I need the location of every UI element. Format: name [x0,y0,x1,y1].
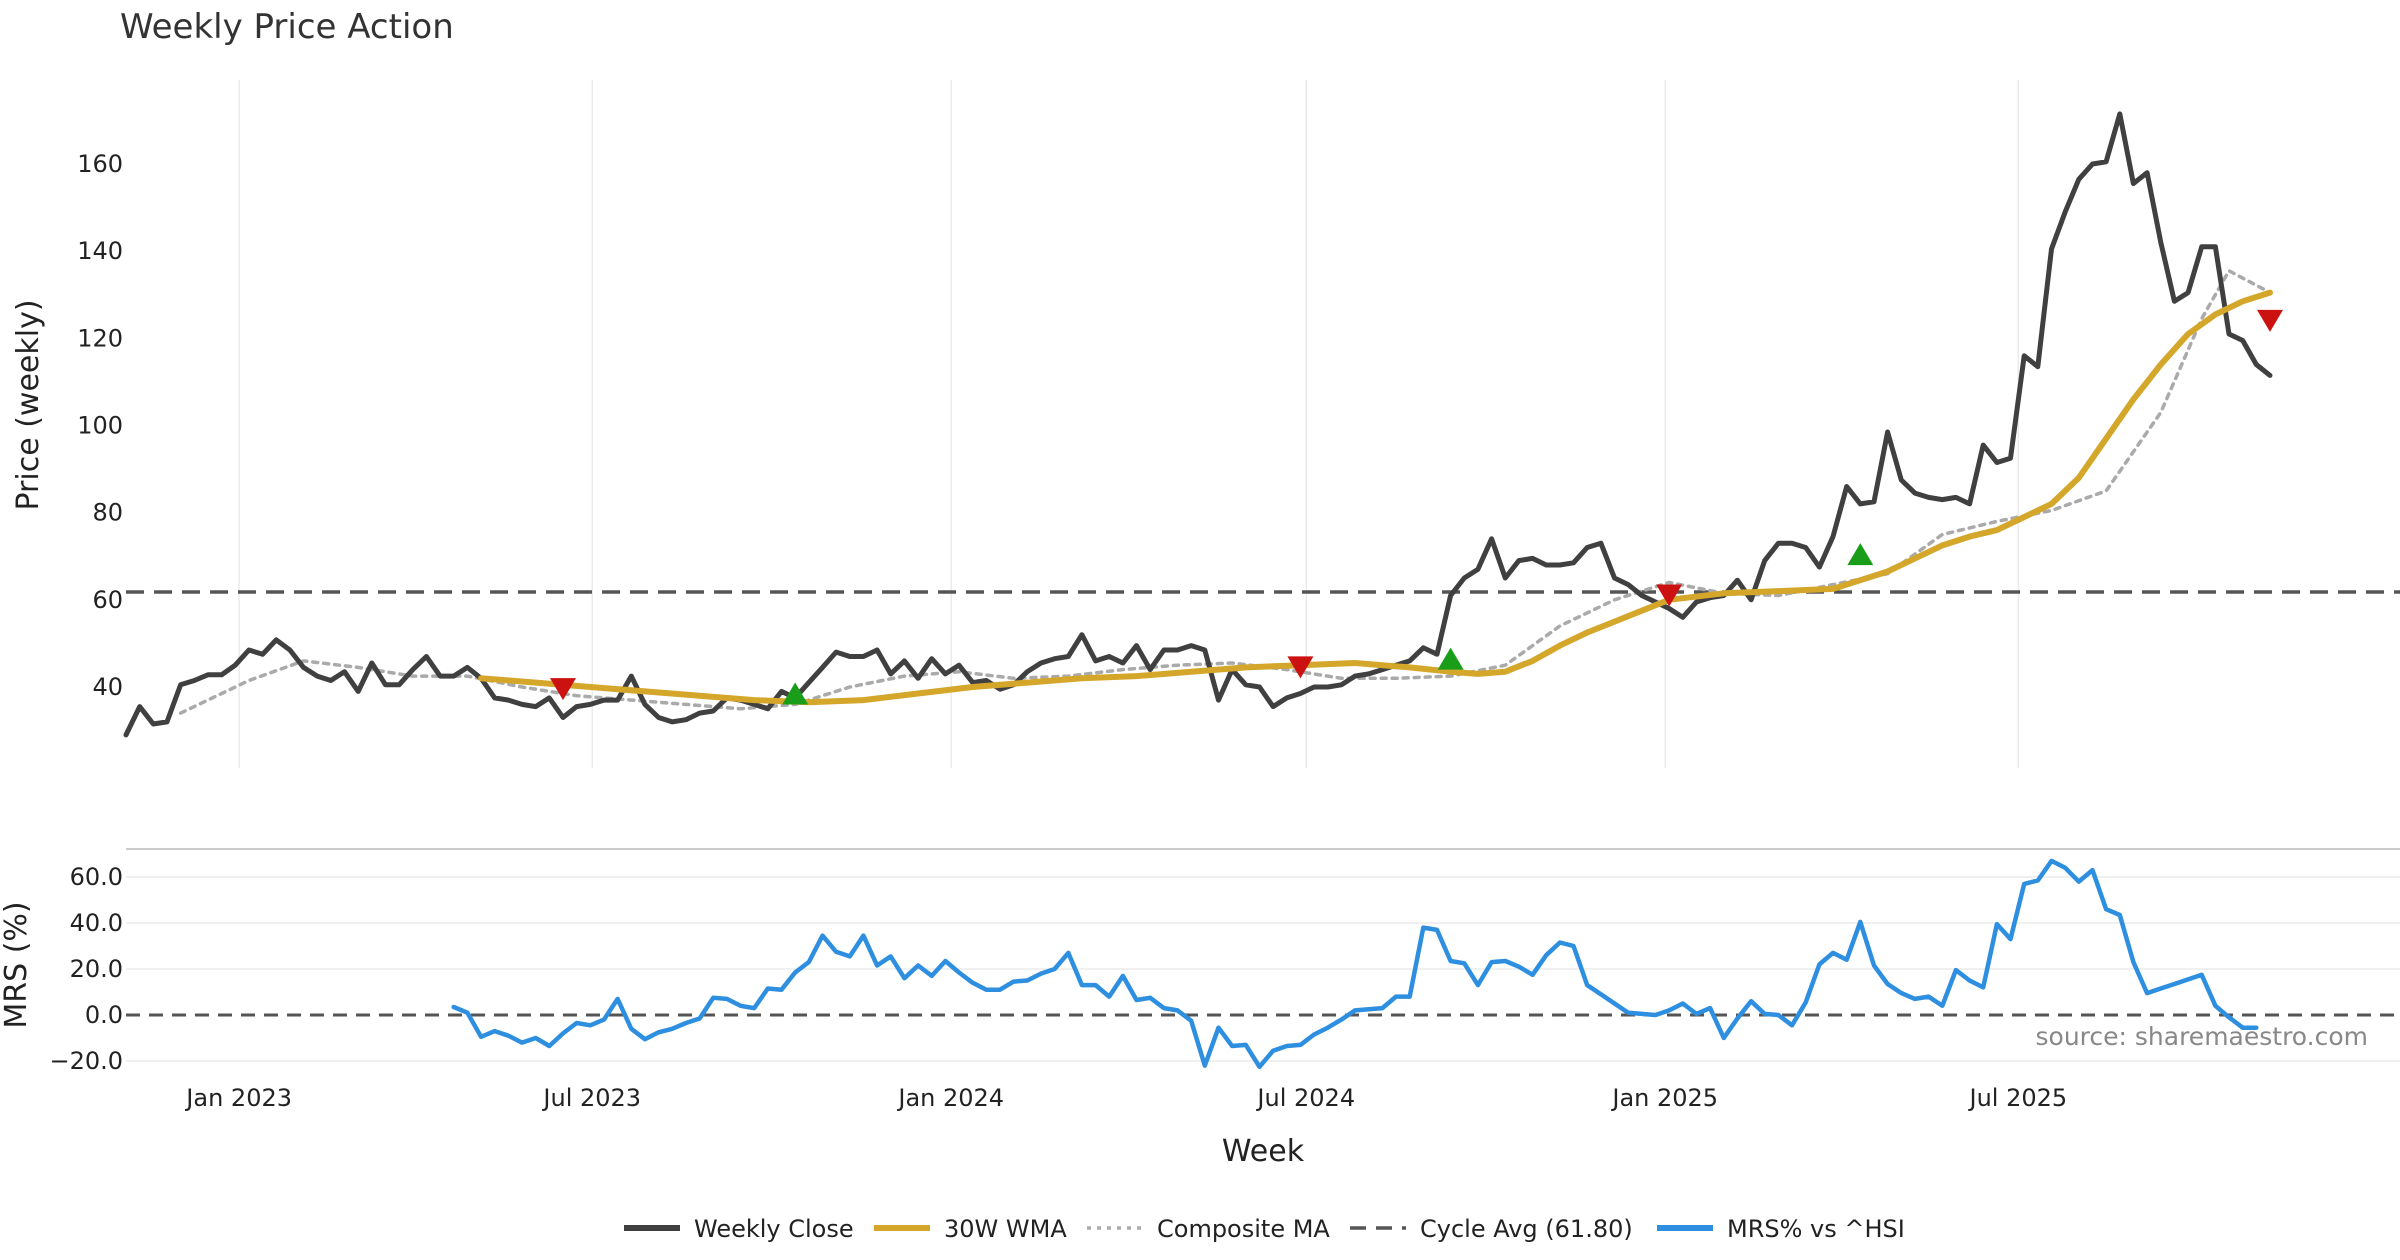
price-y-tick-label: 60 [92,586,123,614]
signal-markers-layer [549,309,2283,705]
legend-label: 30W WMA [944,1215,1067,1243]
sell-signal-marker [1287,656,1314,679]
sell-signal-marker [1656,584,1683,607]
sell-signal-marker [2257,309,2283,332]
sell-signal-marker [549,678,576,701]
price-y-tick-label: 120 [77,324,123,352]
x-tick-label: Jul 2023 [541,1084,641,1112]
price-y-axis: 40 60 80 100 120 140 160 [77,150,123,701]
mrs-y-tick-label: 20.0 [70,955,123,983]
composite-ma-line [178,269,2272,715]
x-axis-label: Week [1222,1134,1305,1169]
weekly-close-line [123,111,2273,738]
mrs-line [451,858,2259,1070]
price-y-tick-label: 40 [92,673,123,701]
legend-label: Weekly Close [694,1215,854,1243]
chart-title: Weekly Price Action [120,7,454,47]
source-label: source: sharemaestro.com [2036,1022,2369,1051]
price-series-layer [123,111,2273,738]
price-y-tick-label: 100 [77,412,123,440]
price-y-tick-label: 140 [77,237,123,265]
legend-label: Cycle Avg (61.80) [1420,1215,1633,1243]
x-tick-label: Jan 2024 [896,1084,1004,1112]
mrs-y-axis-label: MRS (%) [0,901,34,1028]
buy-signal-marker [782,682,809,705]
legend-label: Composite MA [1157,1215,1330,1243]
mrs-y-tick-label: 0.0 [85,1001,123,1029]
legend: Weekly Close 30W WMA Composite MA Cycle Avg… [624,1215,1905,1243]
mrs-y-tick-label: −20.0 [49,1047,123,1075]
price-y-axis-label: Price (weekly) [11,299,46,510]
price-y-tick-label: 80 [92,499,123,527]
buy-signal-marker [1437,647,1464,670]
legend-label: MRS% vs ^HSI [1727,1215,1905,1243]
buy-signal-marker [1847,543,1874,566]
mrs-y-tick-label: 60.0 [70,863,123,891]
mrs-panel: 60.0 40.0 20.0 0.0 −20.0 [49,848,2400,1075]
x-tick-label: Jul 2025 [1968,1084,2068,1112]
x-axis: Jan 2023 Jul 2023 Jan 2024 Jul 2024 Jan 2025… [184,1084,2067,1112]
x-tick-label: Jan 2023 [184,1084,292,1112]
price-y-tick-label: 160 [77,150,123,178]
x-tick-label: Jan 2025 [1610,1084,1718,1112]
wma-30w-line [478,289,2273,706]
grid-layer [238,80,2020,768]
x-tick-label: Jul 2024 [1255,1084,1355,1112]
mrs-y-tick-label: 40.0 [70,909,123,937]
